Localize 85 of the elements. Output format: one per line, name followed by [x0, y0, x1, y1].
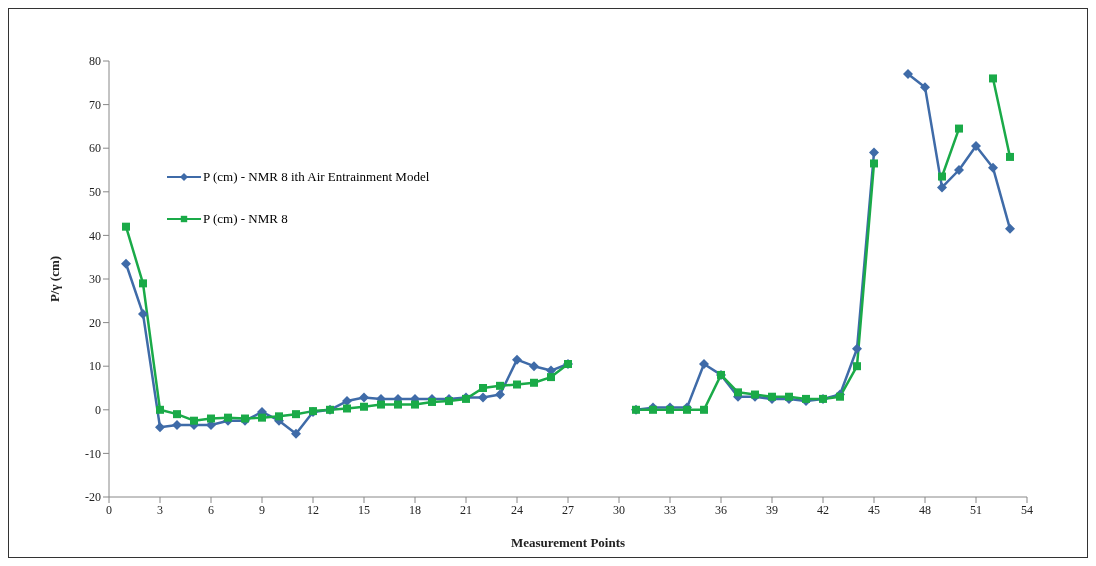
x-axis-title: Measurement Points: [510, 535, 626, 550]
point: [292, 410, 300, 419]
point: [190, 416, 198, 425]
x-tick-label: 42: [817, 502, 829, 517]
point: [139, 279, 147, 288]
y-tick-label: 40: [89, 228, 101, 243]
point: [802, 394, 810, 403]
point: [360, 402, 368, 411]
point: [937, 182, 947, 193]
x-tick-label: 48: [919, 502, 931, 517]
x-tick-label: 54: [1021, 502, 1033, 517]
point: [173, 410, 181, 419]
point: [699, 359, 709, 370]
y-tick-label: 70: [89, 97, 101, 112]
point: [122, 222, 130, 231]
point: [852, 343, 862, 354]
point: [971, 141, 981, 152]
point: [496, 381, 504, 390]
point: [513, 380, 521, 389]
point: [547, 373, 555, 382]
x-tick-label: 33: [664, 502, 676, 517]
point: [920, 82, 930, 93]
x-tick-label: 6: [208, 502, 214, 517]
point: [478, 392, 488, 403]
point: [224, 413, 232, 422]
y-tick-label: -20: [85, 490, 101, 505]
y-axis-title: P/γ (cm): [46, 255, 62, 303]
y-tick-label: 50: [89, 185, 101, 200]
y-tick-label: 80: [89, 54, 101, 69]
point: [530, 378, 538, 387]
x-tick-label: 12: [307, 502, 319, 517]
y-tick-label: 30: [89, 272, 101, 287]
point: [479, 384, 487, 392]
point: [343, 404, 351, 413]
point: [512, 354, 522, 365]
point: [529, 361, 539, 372]
y-tick-label: 0: [95, 403, 101, 418]
point: [954, 165, 964, 175]
x-tick-label: 24: [511, 502, 523, 517]
x-tick-label: 27: [562, 502, 574, 517]
x-tick-label: 18: [409, 502, 421, 517]
point: [869, 147, 879, 158]
point: [258, 413, 266, 422]
y-tick-label: 60: [89, 141, 101, 156]
point: [495, 389, 505, 400]
x-tick-label: 21: [460, 502, 472, 517]
x-tick-label: 45: [868, 502, 880, 517]
point: [428, 397, 436, 406]
x-tick-label: 36: [715, 502, 727, 517]
point: [734, 388, 742, 397]
point: [275, 412, 283, 421]
point: [870, 159, 878, 168]
point: [988, 162, 998, 173]
point: [411, 400, 419, 409]
point: [359, 392, 369, 403]
x-tick-label: 51: [970, 502, 982, 517]
y-tick-label: 10: [89, 359, 101, 374]
x-tick-label: 0: [106, 502, 112, 517]
point: [445, 397, 453, 406]
point: [938, 172, 946, 181]
x-tick-label: 15: [358, 502, 370, 517]
point: [138, 308, 148, 319]
legend-label: P (cm) - NMR 8 ith Air Entrainment Model: [203, 169, 430, 185]
point: [121, 258, 131, 269]
point: [291, 428, 301, 439]
y-tick-label: 20: [89, 315, 101, 330]
point: [700, 405, 708, 414]
point: [1005, 223, 1015, 234]
x-tick-label: 3: [157, 502, 163, 517]
y-tick-label: -10: [85, 446, 101, 461]
point: [903, 69, 913, 80]
point: [377, 400, 385, 409]
x-tick-label: 39: [766, 502, 778, 517]
point: [394, 400, 402, 409]
x-tick-label: 30: [613, 502, 625, 517]
point: [172, 420, 182, 431]
point: [853, 362, 861, 371]
point: [989, 74, 997, 83]
legend-label: P (cm) - NMR 8: [203, 211, 288, 227]
point: [955, 124, 963, 133]
point: [156, 405, 164, 414]
point: [155, 422, 165, 433]
x-tick-label: 9: [259, 502, 265, 517]
point: [1006, 152, 1014, 161]
point: [207, 414, 215, 423]
